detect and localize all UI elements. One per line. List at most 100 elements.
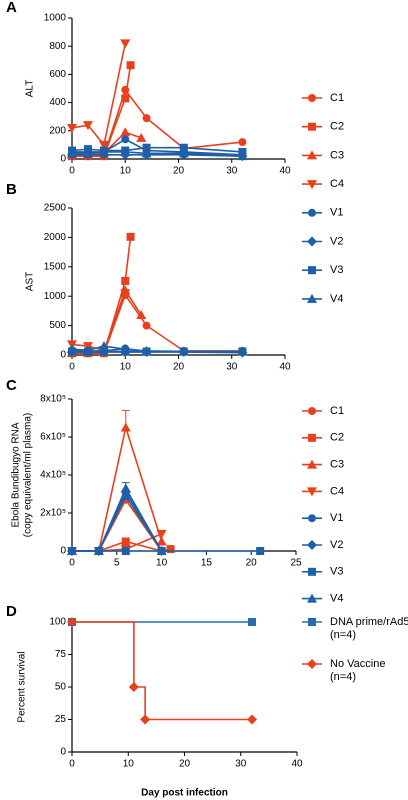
marker [120,146,131,156]
marker [307,459,317,469]
y-tick-label: 600 [49,69,66,80]
x-tick-label: 0 [69,759,75,770]
marker [308,433,316,442]
marker [121,537,130,546]
marker [120,289,131,299]
y-tick-label: 75 [55,649,67,660]
marker [247,714,257,725]
series-line [72,88,243,157]
marker [307,180,317,190]
series-line [72,494,163,552]
marker [141,345,152,355]
y-tick-label: 1000 [44,13,67,24]
legend-label: V3 [330,264,343,276]
marker [308,208,316,217]
legend-label: V1 [330,207,343,219]
marker [156,546,167,555]
marker [308,514,316,523]
marker [178,346,189,356]
x-tick-label: 20 [173,362,185,373]
y-tick-label: 0 [60,350,66,361]
marker [121,276,130,285]
x-tick-label: 30 [226,362,238,373]
y-tick-label: 8x10⁵ [40,394,66,405]
y-tick-label: 500 [49,320,66,331]
panel-letter: D [6,603,17,620]
x-tick-label: 0 [69,362,75,373]
marker [307,487,317,497]
marker [248,618,256,626]
x-tick-label: 20 [246,558,258,569]
x-tick-label: 15 [201,558,213,569]
legend-label: No Vaccine [330,658,385,670]
y-tick-label: 25 [55,714,67,725]
x-tick-label: 40 [291,759,303,770]
panel-letter: B [6,181,17,198]
panel-letter: A [6,0,17,16]
marker [120,483,131,493]
marker [82,148,93,158]
marker [156,536,167,546]
marker [136,310,147,320]
y-tick-label: 2x10⁵ [40,508,66,519]
x-tick-label: 10 [156,558,168,569]
marker [82,121,93,131]
legend-label: DNA prime/rAd5 [330,616,408,628]
marker [141,148,152,158]
y-axis-label: Ebola Bundibugyo RNA [11,422,22,527]
y-tick-label: 1500 [44,261,67,272]
marker [308,567,316,576]
y-tick-label: 2500 [44,203,67,214]
marker [120,344,131,354]
y-axis-label: AST [25,272,36,291]
legend-label: (n=4) [330,629,356,641]
marker [256,547,265,555]
series-line [72,533,162,552]
marker [308,122,316,131]
x-tick-label: 40 [279,362,291,373]
marker [179,143,188,152]
legend-label: C2 [330,121,344,133]
marker [136,132,147,142]
marker [142,143,151,152]
marker [140,714,151,725]
marker [67,546,77,555]
legend-label: C3 [330,149,344,161]
legend-label: C4 [330,178,344,190]
y-axis-label: Percent survival [17,651,28,722]
marker [67,148,77,158]
x-tick-label: 20 [173,166,185,177]
legend-label: V1 [330,512,343,524]
marker [307,593,317,603]
x-axis-label: Day post infection [141,788,228,799]
x-tick-label: 40 [279,166,291,177]
marker [121,547,130,555]
marker [238,138,247,147]
marker [166,545,175,554]
y-tick-label: 50 [55,682,67,693]
marker [126,232,135,241]
series-line [72,486,163,552]
marker [99,347,108,356]
marker [237,151,248,161]
y-tick-label: 1000 [44,291,67,302]
series-line [71,43,127,147]
marker [67,123,77,133]
y-axis-label: ALT [25,80,36,98]
marker [307,659,317,669]
marker [156,529,167,539]
y-tick-label: 0 [60,747,66,758]
legend-label: C3 [330,459,344,471]
marker [93,546,104,555]
marker [308,407,316,415]
y-tick-label: 4x10⁵ [40,470,66,481]
x-tick-label: 10 [120,166,132,177]
marker [82,345,93,355]
series-line [72,293,243,355]
legend-label: V3 [330,566,343,578]
y-tick-label: 6x10⁵ [40,432,66,443]
marker [126,61,135,70]
x-tick-label: 20 [179,759,191,770]
marker [120,422,131,432]
